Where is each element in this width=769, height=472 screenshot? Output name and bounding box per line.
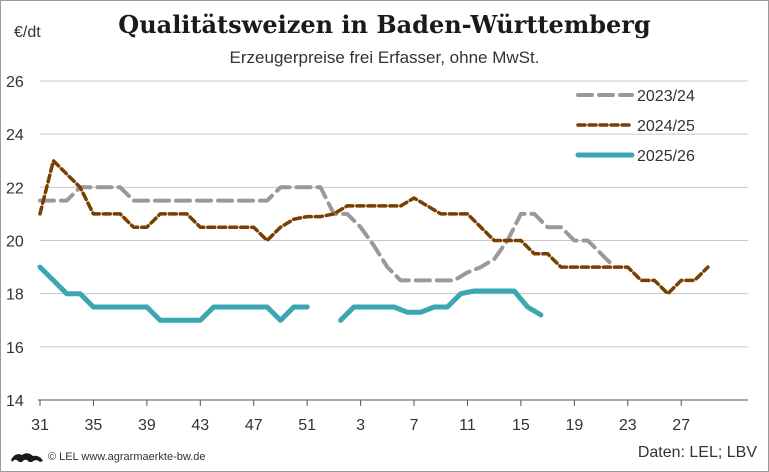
x-tick-label: 35 — [85, 417, 103, 434]
chart-subtitle: Erzeugerpreise frei Erfasser, ohne MwSt. — [229, 48, 540, 67]
x-tick-label: 15 — [512, 417, 530, 434]
y-axis-unit: €/dt — [14, 24, 41, 41]
x-tick-label: 3 — [356, 417, 365, 434]
y-tick-label: 24 — [6, 127, 24, 144]
x-tick-label: 7 — [410, 417, 419, 434]
y-tick-label: 18 — [6, 287, 24, 304]
data-source: Daten: LEL; LBV — [637, 444, 757, 461]
y-tick-label: 26 — [6, 74, 24, 91]
series-line-2025-26 — [338, 288, 544, 323]
series-line-2024-25 — [38, 159, 710, 296]
x-tick-label: 19 — [565, 417, 583, 434]
chart-title: Qualitätsweizen in Baden-Württemberg — [118, 10, 651, 39]
x-tick-label: 43 — [191, 417, 209, 434]
footer-copyright: © LEL www.agrarmaerkte-bw.de — [10, 450, 206, 464]
x-tick-label: 27 — [672, 417, 690, 434]
copyright-text: © LEL www.agrarmaerkte-bw.de — [48, 451, 206, 463]
legend-label: 2023/24 — [637, 88, 695, 105]
series-line-2025-26 — [37, 264, 310, 323]
lion-logo-icon — [11, 453, 43, 462]
legend-label: 2024/25 — [637, 118, 695, 135]
x-tick-label: 23 — [619, 417, 637, 434]
legend-label: 2025/26 — [637, 148, 695, 165]
y-tick-label: 16 — [6, 340, 24, 357]
series-line-2023-24 — [38, 185, 617, 283]
x-tick-label: 47 — [245, 417, 263, 434]
x-tick-label: 51 — [298, 417, 316, 434]
x-tick-label: 31 — [31, 417, 49, 434]
x-tick-label: 11 — [459, 417, 476, 434]
y-tick-label: 22 — [6, 180, 24, 197]
x-tick-label: 39 — [138, 417, 156, 434]
y-tick-label: 20 — [6, 234, 24, 251]
y-tick-label: 14 — [6, 393, 24, 410]
